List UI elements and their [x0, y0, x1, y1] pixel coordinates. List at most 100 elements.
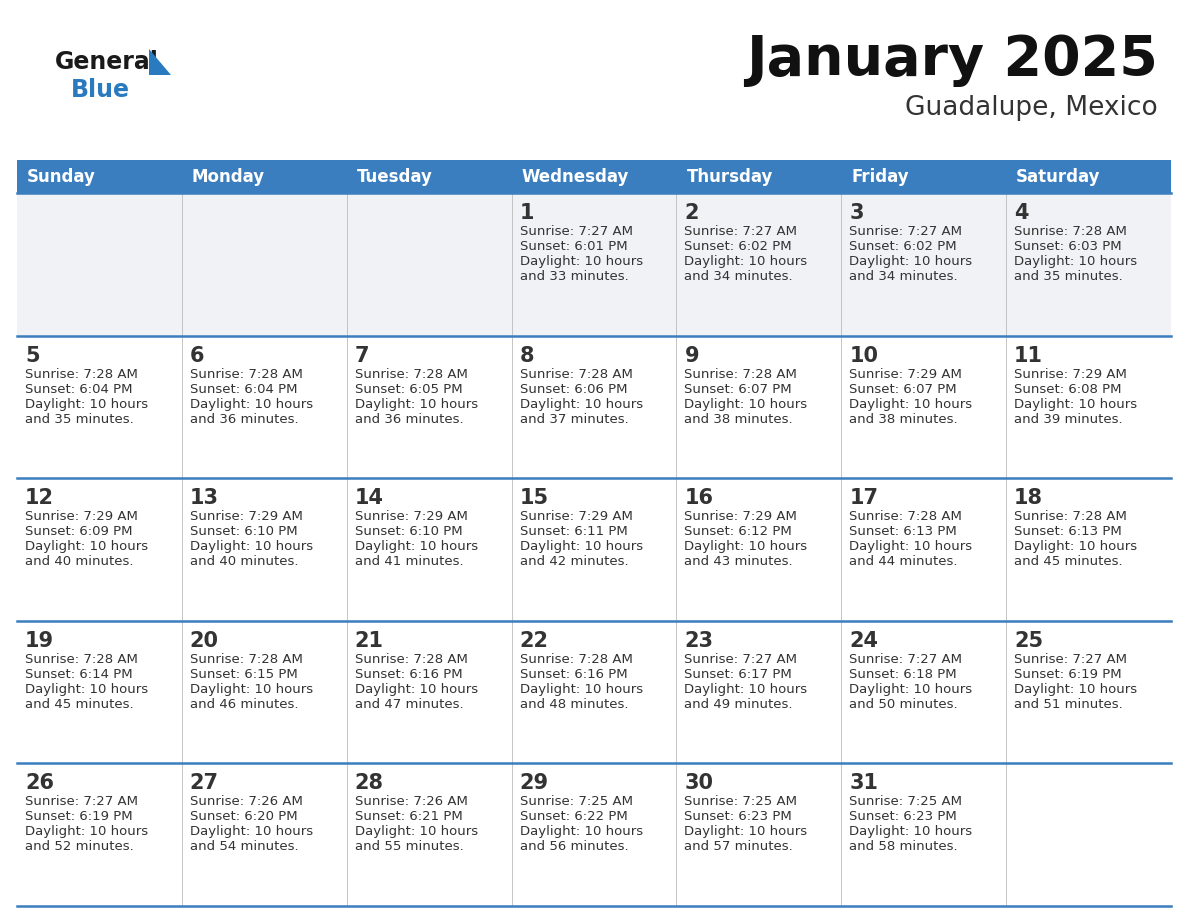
Text: 29: 29 [519, 773, 549, 793]
Text: Sunrise: 7:29 AM: Sunrise: 7:29 AM [25, 510, 138, 523]
Text: Daylight: 10 hours: Daylight: 10 hours [684, 255, 808, 268]
Text: General: General [55, 50, 159, 74]
Text: Thursday: Thursday [687, 167, 773, 185]
Bar [676, 336, 841, 478]
Text: Sunset: 6:13 PM: Sunset: 6:13 PM [1015, 525, 1121, 538]
Text: Daylight: 10 hours: Daylight: 10 hours [355, 825, 478, 838]
Text: and 58 minutes.: and 58 minutes. [849, 840, 958, 854]
Text: Sunrise: 7:28 AM: Sunrise: 7:28 AM [684, 367, 797, 381]
Text: Sunset: 6:21 PM: Sunset: 6:21 PM [355, 811, 462, 823]
Text: Sunset: 6:04 PM: Sunset: 6:04 PM [25, 383, 133, 396]
Bar [17, 160, 182, 193]
Text: Saturday: Saturday [1016, 167, 1100, 185]
Text: Daylight: 10 hours: Daylight: 10 hours [1015, 397, 1137, 410]
Text: Sunrise: 7:26 AM: Sunrise: 7:26 AM [355, 795, 468, 809]
Bar [182, 764, 347, 906]
Text: Sunrise: 7:28 AM: Sunrise: 7:28 AM [519, 653, 632, 666]
Text: Sunset: 6:15 PM: Sunset: 6:15 PM [190, 667, 298, 681]
Text: 16: 16 [684, 488, 714, 509]
Text: and 41 minutes.: and 41 minutes. [355, 555, 463, 568]
Text: Sunrise: 7:29 AM: Sunrise: 7:29 AM [684, 510, 797, 523]
Text: Sunrise: 7:28 AM: Sunrise: 7:28 AM [1015, 225, 1127, 238]
Text: and 33 minutes.: and 33 minutes. [519, 270, 628, 283]
Text: and 36 minutes.: and 36 minutes. [355, 412, 463, 426]
Bar [841, 621, 1006, 764]
Text: 4: 4 [1015, 203, 1029, 223]
Text: 26: 26 [25, 773, 53, 793]
Text: Sunrise: 7:27 AM: Sunrise: 7:27 AM [849, 653, 962, 666]
Text: and 51 minutes.: and 51 minutes. [1015, 698, 1123, 711]
Text: Sunset: 6:07 PM: Sunset: 6:07 PM [849, 383, 956, 396]
Text: Daylight: 10 hours: Daylight: 10 hours [1015, 255, 1137, 268]
Bar [841, 336, 1006, 478]
Text: Sunrise: 7:28 AM: Sunrise: 7:28 AM [25, 367, 138, 381]
Text: and 44 minutes.: and 44 minutes. [849, 555, 958, 568]
Text: Sunset: 6:09 PM: Sunset: 6:09 PM [25, 525, 133, 538]
Text: Friday: Friday [852, 167, 909, 185]
Text: 27: 27 [190, 773, 219, 793]
Text: Sunrise: 7:28 AM: Sunrise: 7:28 AM [519, 367, 632, 381]
Text: 13: 13 [190, 488, 219, 509]
Text: Daylight: 10 hours: Daylight: 10 hours [190, 683, 312, 696]
Text: and 49 minutes.: and 49 minutes. [684, 698, 792, 711]
Text: Daylight: 10 hours: Daylight: 10 hours [684, 825, 808, 838]
Bar [182, 160, 347, 193]
Text: Sunrise: 7:29 AM: Sunrise: 7:29 AM [519, 510, 632, 523]
Bar [512, 336, 676, 478]
Text: Daylight: 10 hours: Daylight: 10 hours [1015, 683, 1137, 696]
Text: 3: 3 [849, 203, 864, 223]
Text: Daylight: 10 hours: Daylight: 10 hours [519, 683, 643, 696]
Text: Daylight: 10 hours: Daylight: 10 hours [684, 683, 808, 696]
Text: Daylight: 10 hours: Daylight: 10 hours [25, 825, 148, 838]
Text: Sunrise: 7:28 AM: Sunrise: 7:28 AM [355, 367, 468, 381]
Text: and 52 minutes.: and 52 minutes. [25, 840, 134, 854]
Bar [841, 764, 1006, 906]
Text: Daylight: 10 hours: Daylight: 10 hours [190, 540, 312, 554]
Text: 17: 17 [849, 488, 878, 509]
Text: 31: 31 [849, 773, 878, 793]
Bar [841, 478, 1006, 621]
Text: and 54 minutes.: and 54 minutes. [190, 840, 298, 854]
Bar [512, 764, 676, 906]
Text: Sunrise: 7:27 AM: Sunrise: 7:27 AM [1015, 653, 1127, 666]
Bar [841, 160, 1006, 193]
Text: Sunset: 6:01 PM: Sunset: 6:01 PM [519, 240, 627, 253]
Text: Sunset: 6:02 PM: Sunset: 6:02 PM [849, 240, 956, 253]
Text: Sunday: Sunday [27, 167, 96, 185]
Text: 8: 8 [519, 345, 535, 365]
Text: Daylight: 10 hours: Daylight: 10 hours [25, 683, 148, 696]
Bar [1006, 478, 1171, 621]
Text: 5: 5 [25, 345, 39, 365]
Text: Daylight: 10 hours: Daylight: 10 hours [519, 397, 643, 410]
Text: Sunrise: 7:27 AM: Sunrise: 7:27 AM [849, 225, 962, 238]
Text: and 55 minutes.: and 55 minutes. [355, 840, 463, 854]
Text: and 57 minutes.: and 57 minutes. [684, 840, 794, 854]
Text: 9: 9 [684, 345, 699, 365]
Text: and 34 minutes.: and 34 minutes. [684, 270, 794, 283]
Text: Sunset: 6:10 PM: Sunset: 6:10 PM [355, 525, 462, 538]
Text: Sunrise: 7:25 AM: Sunrise: 7:25 AM [519, 795, 632, 809]
Text: and 38 minutes.: and 38 minutes. [849, 412, 958, 426]
Text: 22: 22 [519, 631, 549, 651]
Bar [347, 764, 512, 906]
Bar [512, 621, 676, 764]
Bar [512, 160, 676, 193]
Text: Sunrise: 7:28 AM: Sunrise: 7:28 AM [355, 653, 468, 666]
Text: Sunrise: 7:29 AM: Sunrise: 7:29 AM [190, 510, 303, 523]
Text: Sunset: 6:05 PM: Sunset: 6:05 PM [355, 383, 462, 396]
Text: Sunset: 6:10 PM: Sunset: 6:10 PM [190, 525, 297, 538]
Text: 21: 21 [355, 631, 384, 651]
Text: Daylight: 10 hours: Daylight: 10 hours [355, 683, 478, 696]
Text: Sunrise: 7:29 AM: Sunrise: 7:29 AM [1015, 367, 1127, 381]
Text: Sunset: 6:04 PM: Sunset: 6:04 PM [190, 383, 297, 396]
Text: 10: 10 [849, 345, 878, 365]
Text: Sunrise: 7:25 AM: Sunrise: 7:25 AM [684, 795, 797, 809]
Text: Blue: Blue [71, 78, 129, 102]
Bar [182, 193, 347, 336]
Text: and 42 minutes.: and 42 minutes. [519, 555, 628, 568]
Text: and 39 minutes.: and 39 minutes. [1015, 412, 1123, 426]
Text: 20: 20 [190, 631, 219, 651]
Bar [676, 160, 841, 193]
Bar [1006, 336, 1171, 478]
Text: and 34 minutes.: and 34 minutes. [849, 270, 958, 283]
